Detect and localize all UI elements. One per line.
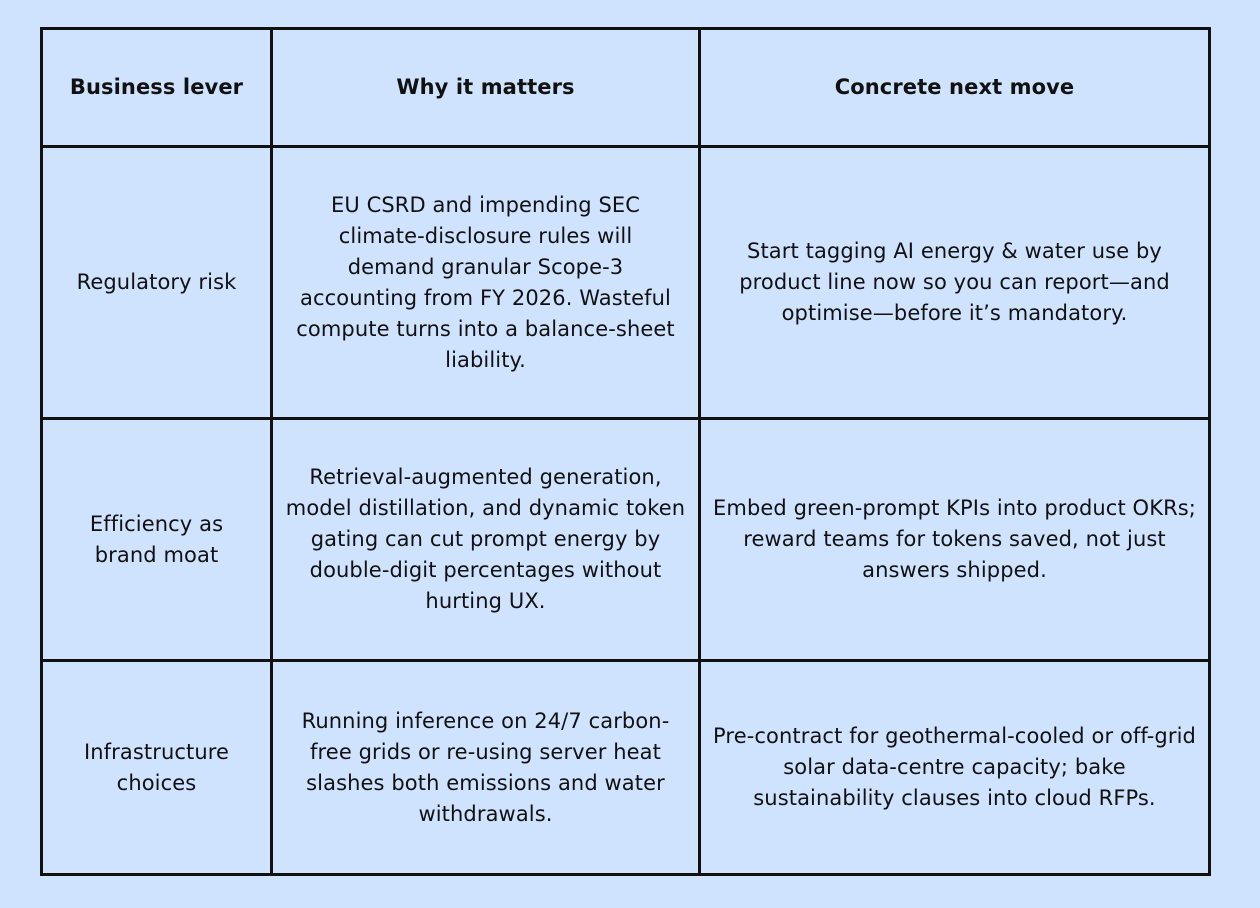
- cell-why: Running inference on 24/7 carbon-free gr…: [270, 659, 701, 876]
- table-row: Regulatory risk EU CSRD and impending SE…: [40, 145, 1211, 420]
- cell-move: Start tagging AI energy & water use by p…: [698, 145, 1211, 420]
- table-row: Infrastructure choices Running inference…: [40, 659, 1211, 876]
- header-why-it-matters: Why it matters: [270, 27, 701, 148]
- header-business-lever: Business lever: [40, 27, 273, 148]
- why-text: EU CSRD and impending SEC climate-disclo…: [296, 192, 675, 372]
- move-text: Pre-contract for geothermal-cooled or of…: [713, 724, 1196, 810]
- business-levers-table: Business lever Why it matters Concrete n…: [40, 27, 1211, 876]
- move-text: Embed green-prompt KPIs into product OKR…: [713, 496, 1196, 582]
- cell-why: EU CSRD and impending SEC climate-disclo…: [270, 145, 701, 420]
- cell-lever: Infrastructure choices: [40, 659, 273, 876]
- table-header-row: Business lever Why it matters Concrete n…: [40, 27, 1211, 148]
- cell-why: Retrieval-augmented generation, model di…: [270, 417, 701, 662]
- lever-text: Efficiency as brand moat: [89, 511, 224, 567]
- cell-move: Pre-contract for geothermal-cooled or of…: [698, 659, 1211, 876]
- move-text: Start tagging AI energy & water use by p…: [739, 239, 1170, 325]
- cell-move: Embed green-prompt KPIs into product OKR…: [698, 417, 1211, 662]
- why-text: Retrieval-augmented generation, model di…: [285, 465, 686, 613]
- header-concrete-next-move: Concrete next move: [698, 27, 1211, 148]
- cell-lever: Regulatory risk: [40, 145, 273, 420]
- lever-text: Regulatory risk: [76, 270, 237, 294]
- lever-text: Infrastructure choices: [83, 739, 230, 795]
- table-row: Efficiency as brand moat Retrieval-augme…: [40, 417, 1211, 662]
- cell-lever: Efficiency as brand moat: [40, 417, 273, 662]
- why-text: Running inference on 24/7 carbon-free gr…: [301, 708, 670, 826]
